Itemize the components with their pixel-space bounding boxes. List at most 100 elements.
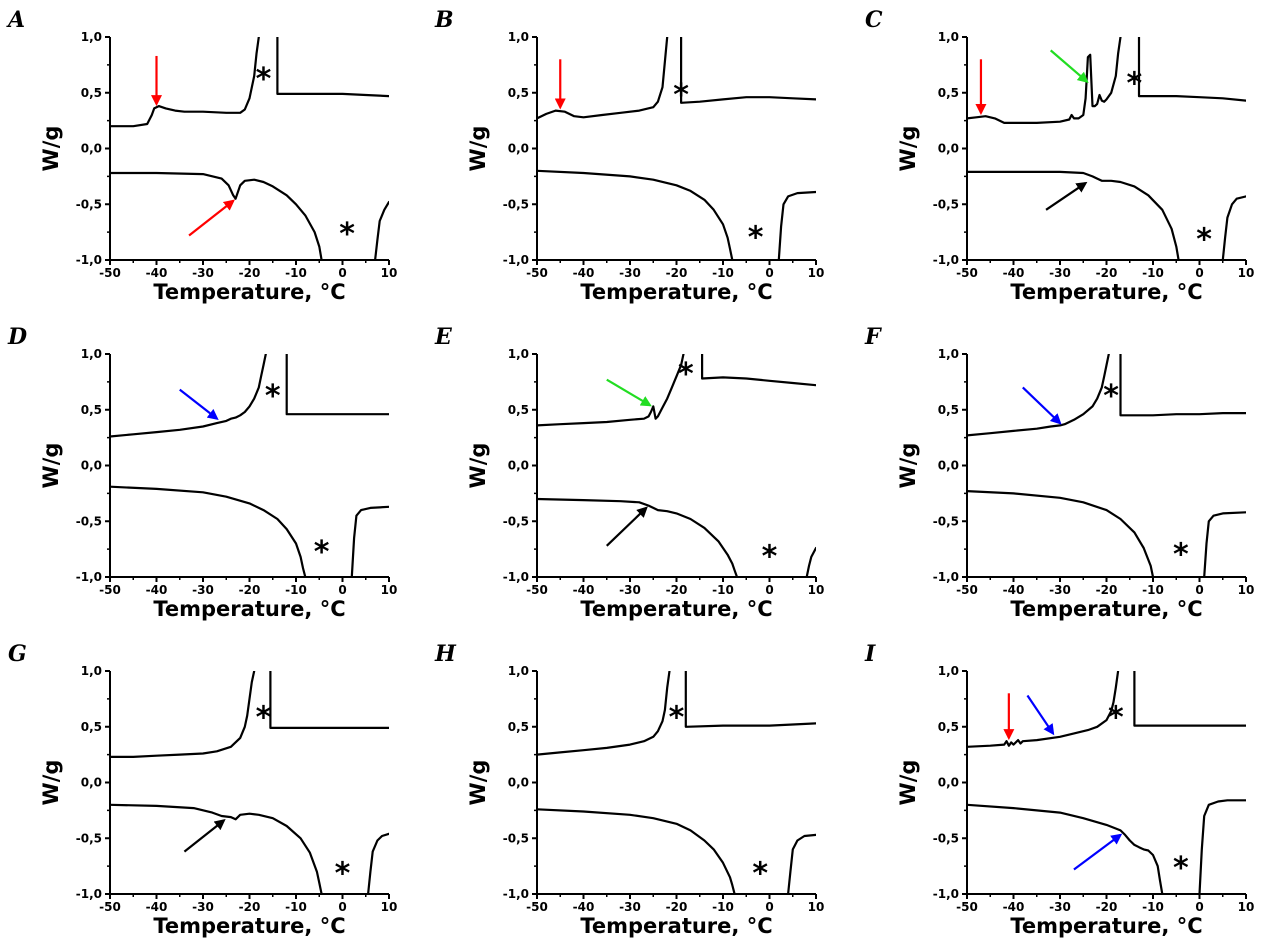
y-tick-label: 0,0 — [938, 776, 959, 790]
x-tick-label: -10 — [712, 266, 734, 280]
y-tick-label: -1,0 — [76, 887, 102, 901]
y-tick-label: -0,5 — [503, 514, 529, 528]
series-line-4 — [777, 190, 816, 260]
panel-h: H -50 -40 -30 -20 -10 0 10 -1,0 -0,5 0,0 0,5 1,0 Temp… — [434, 641, 824, 938]
x-tick-label: 10 — [381, 900, 398, 914]
y-tick-label: 0,0 — [938, 142, 959, 156]
x-tick-label: -30 — [619, 266, 641, 280]
y-tick-label: 0,0 — [508, 459, 529, 473]
panel-d: D -50 -40 -30 -20 -10 0 10 -1,0 -0,5 0,0 0,5 1,0 Temp… — [7, 324, 397, 621]
x-tick-label: 10 — [381, 266, 398, 280]
y-axis-title: W/g — [39, 126, 63, 172]
panel-g: G -50 -40 -30 -20 -10 0 10 -1,0 -0,5 0,0 0,5 1,0 Temp… — [8, 641, 397, 938]
x-tick-label: -30 — [192, 900, 214, 914]
x-tick-label: -20 — [239, 266, 261, 280]
x-tick-label: -20 — [1096, 900, 1118, 914]
black-arrow — [605, 506, 648, 547]
series-line-2 — [1137, 37, 1246, 102]
y-tick-label: -0,5 — [503, 831, 529, 845]
x-tick-label: -20 — [666, 583, 688, 597]
y-axis-title: W/g — [896, 443, 920, 489]
x-axis-title: Temperature, °C — [1010, 280, 1202, 304]
panel-letter: A — [6, 7, 25, 33]
red-arrow — [188, 199, 235, 237]
y-tick-label: -0,5 — [76, 197, 102, 211]
asterisk-annotation: * — [314, 535, 330, 570]
y-tick-label: 0,0 — [938, 459, 959, 473]
y-axis-title: W/g — [896, 760, 920, 806]
x-axis-title: Temperature, °C — [153, 914, 345, 938]
x-tick-label: -50 — [99, 583, 121, 597]
series-line-2 — [276, 37, 389, 98]
panel-letter: F — [864, 324, 882, 350]
series-line-1 — [537, 671, 671, 756]
y-axis-title: W/g — [896, 126, 920, 172]
x-tick-label: -50 — [99, 900, 121, 914]
series-line-1 — [110, 37, 260, 128]
y-tick-label: -1,0 — [503, 253, 529, 267]
series-line-4 — [1203, 511, 1246, 577]
series-line-3 — [967, 170, 1180, 260]
asterisk-annotation: * — [265, 379, 281, 414]
black-arrow — [1045, 181, 1088, 211]
panel-letter: H — [434, 641, 457, 667]
asterisk-annotation: * — [669, 701, 685, 736]
y-tick-label: 0,5 — [938, 86, 959, 100]
x-tick-label: -50 — [526, 900, 548, 914]
panel-b: B -50 -40 -30 -20 -10 0 10 -1,0 -0,5 0,0 0,5 1,0 Temp… — [434, 7, 824, 304]
y-tick-label: -1,0 — [503, 570, 529, 584]
x-tick-label: 10 — [1238, 900, 1255, 914]
x-tick-label: -30 — [192, 583, 214, 597]
x-tick-label: -40 — [146, 900, 168, 914]
x-tick-label: -30 — [192, 266, 214, 280]
x-tick-label: -20 — [239, 583, 261, 597]
x-tick-label: -50 — [526, 583, 548, 597]
x-tick-label: 0 — [1195, 900, 1203, 914]
series-line-2 — [1119, 354, 1246, 417]
x-axis-title: Temperature, °C — [1010, 914, 1202, 938]
y-tick-label: 1,0 — [81, 347, 102, 361]
x-tick-label: 0 — [765, 583, 773, 597]
curves — [110, 354, 389, 577]
panel-a: A -50 -40 -30 -20 -10 0 10 -1,0 -0,5 0,0 0,5 1,0 Temp… — [6, 7, 397, 304]
y-tick-label: -1,0 — [76, 253, 102, 267]
x-tick-label: 0 — [338, 900, 346, 914]
y-axis-title: W/g — [466, 760, 490, 806]
x-tick-label: -40 — [1003, 266, 1025, 280]
x-tick-label: -20 — [1096, 266, 1118, 280]
curves — [110, 671, 389, 894]
series-line-4 — [350, 505, 389, 577]
x-tick-label: 10 — [808, 900, 825, 914]
x-tick-label: -50 — [956, 900, 978, 914]
y-tick-label: 0,0 — [508, 776, 529, 790]
x-tick-label: -40 — [573, 583, 595, 597]
y-tick-label: -0,5 — [933, 197, 959, 211]
asterisk-annotation: * — [762, 540, 778, 575]
x-tick-label: -40 — [573, 266, 595, 280]
x-tick-label: -30 — [1049, 583, 1071, 597]
y-tick-label: 0,5 — [508, 720, 529, 734]
blue-arrow — [179, 388, 219, 421]
series-line-1 — [110, 354, 267, 438]
curves — [537, 671, 816, 894]
black-arrow — [183, 819, 226, 853]
asterisk-annotation: * — [1127, 67, 1143, 102]
series-line-4 — [1198, 799, 1246, 894]
y-tick-label: 0,5 — [938, 403, 959, 417]
curves — [967, 37, 1246, 260]
series-line-2 — [269, 671, 389, 730]
y-tick-label: -1,0 — [933, 253, 959, 267]
series-line-2 — [1133, 671, 1246, 727]
y-tick-label: 1,0 — [81, 30, 102, 44]
y-tick-label: 1,0 — [508, 30, 529, 44]
blue-arrow — [1026, 694, 1055, 736]
x-tick-label: 10 — [1238, 583, 1255, 597]
y-tick-label: 0,5 — [508, 86, 529, 100]
x-tick-label: 10 — [808, 266, 825, 280]
curves — [967, 354, 1246, 577]
x-tick-label: -10 — [285, 583, 307, 597]
y-tick-label: 0,5 — [938, 720, 959, 734]
x-tick-label: -10 — [285, 900, 307, 914]
panel-letter: B — [434, 7, 454, 33]
asterisk-annotation: * — [1103, 379, 1119, 414]
